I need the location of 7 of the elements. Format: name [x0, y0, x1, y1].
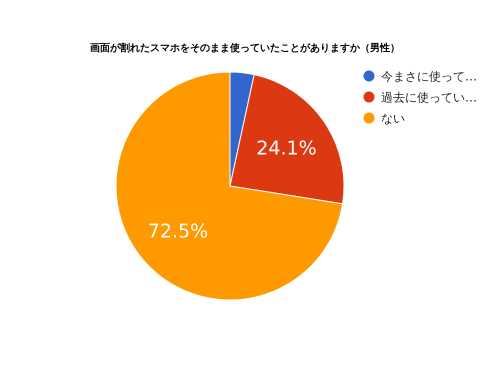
data-label: 72.5%	[148, 220, 208, 242]
pie-slice	[116, 72, 344, 300]
legend-label: 過去に使ってい…	[381, 90, 477, 104]
data-label: 24.1%	[256, 137, 317, 160]
chart-title: 画面が割れたスマホをそのまま使っていたことがありますか（男性）	[90, 42, 400, 54]
legend-label: 今まさに使って…	[381, 70, 477, 84]
legend-label: ない	[381, 112, 405, 126]
